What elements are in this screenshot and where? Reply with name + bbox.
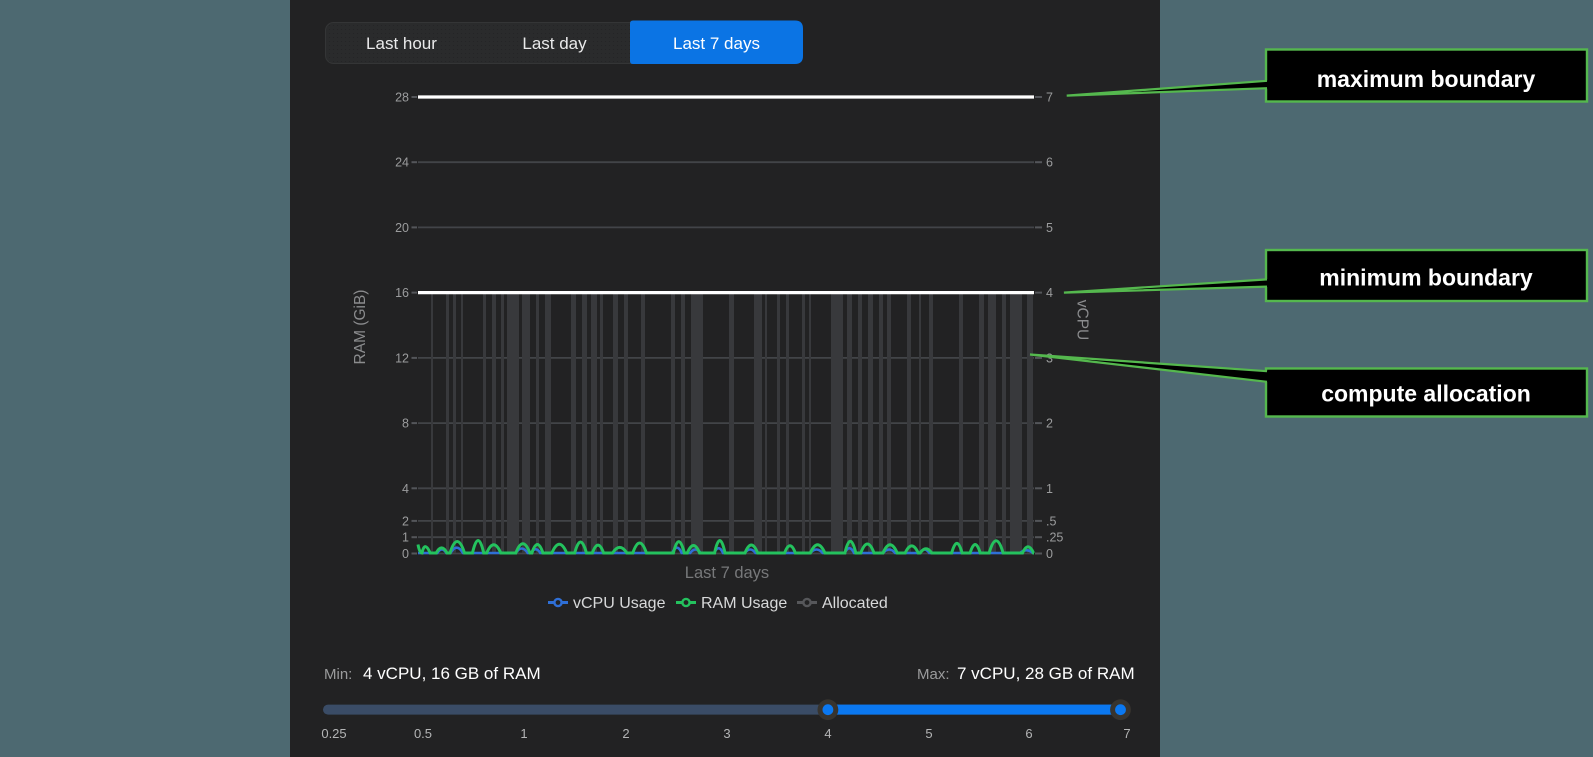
svg-text:.25: .25 xyxy=(1046,531,1063,545)
svg-text:12: 12 xyxy=(395,351,409,365)
svg-text:vCPU Usage: vCPU Usage xyxy=(573,595,666,612)
svg-text:RAM (GiB): RAM (GiB) xyxy=(352,290,369,365)
svg-text:1: 1 xyxy=(1046,482,1053,496)
svg-text:Last 7 days: Last 7 days xyxy=(685,564,769,582)
svg-text:vCPU: vCPU xyxy=(1074,300,1091,340)
svg-text:28: 28 xyxy=(395,91,409,105)
svg-text:1: 1 xyxy=(402,531,409,545)
svg-text:RAM Usage: RAM Usage xyxy=(701,595,787,612)
svg-text:0: 0 xyxy=(1046,547,1053,561)
svg-text:3: 3 xyxy=(723,726,730,741)
svg-text:2: 2 xyxy=(1046,417,1053,431)
svg-text:0: 0 xyxy=(402,547,409,561)
svg-text:24: 24 xyxy=(395,156,409,170)
svg-text:Min:: Min: xyxy=(324,666,352,683)
svg-text:2: 2 xyxy=(402,514,409,528)
svg-text:6: 6 xyxy=(1046,156,1053,170)
svg-text:4 vCPU, 16 GB of RAM: 4 vCPU, 16 GB of RAM xyxy=(363,664,541,683)
svg-text:4: 4 xyxy=(824,726,831,741)
svg-text:0.5: 0.5 xyxy=(414,726,432,741)
svg-text:7: 7 xyxy=(1123,726,1130,741)
svg-text:1: 1 xyxy=(520,726,527,741)
svg-text:2: 2 xyxy=(622,726,629,741)
svg-text:Last day: Last day xyxy=(522,34,587,53)
svg-text:4: 4 xyxy=(402,482,409,496)
svg-text:4: 4 xyxy=(1046,286,1053,300)
svg-text:.5: .5 xyxy=(1046,514,1056,528)
svg-text:Last hour: Last hour xyxy=(366,34,437,53)
svg-text:minimum boundary: minimum boundary xyxy=(1319,265,1533,291)
svg-text:16: 16 xyxy=(395,286,409,300)
svg-text:0.25: 0.25 xyxy=(321,726,346,741)
svg-text:Max:: Max: xyxy=(917,666,950,683)
svg-text:Allocated: Allocated xyxy=(822,595,888,612)
svg-text:7: 7 xyxy=(1046,91,1053,105)
svg-text:compute allocation: compute allocation xyxy=(1321,381,1531,407)
svg-text:7 vCPU, 28 GB of RAM: 7 vCPU, 28 GB of RAM xyxy=(957,664,1135,683)
svg-text:5: 5 xyxy=(1046,221,1053,235)
svg-text:20: 20 xyxy=(395,221,409,235)
svg-text:maximum boundary: maximum boundary xyxy=(1317,66,1536,92)
svg-text:8: 8 xyxy=(402,417,409,431)
svg-text:Last 7 days: Last 7 days xyxy=(673,34,760,53)
svg-text:3: 3 xyxy=(1046,351,1053,365)
svg-text:5: 5 xyxy=(925,726,932,741)
svg-text:6: 6 xyxy=(1025,726,1032,741)
